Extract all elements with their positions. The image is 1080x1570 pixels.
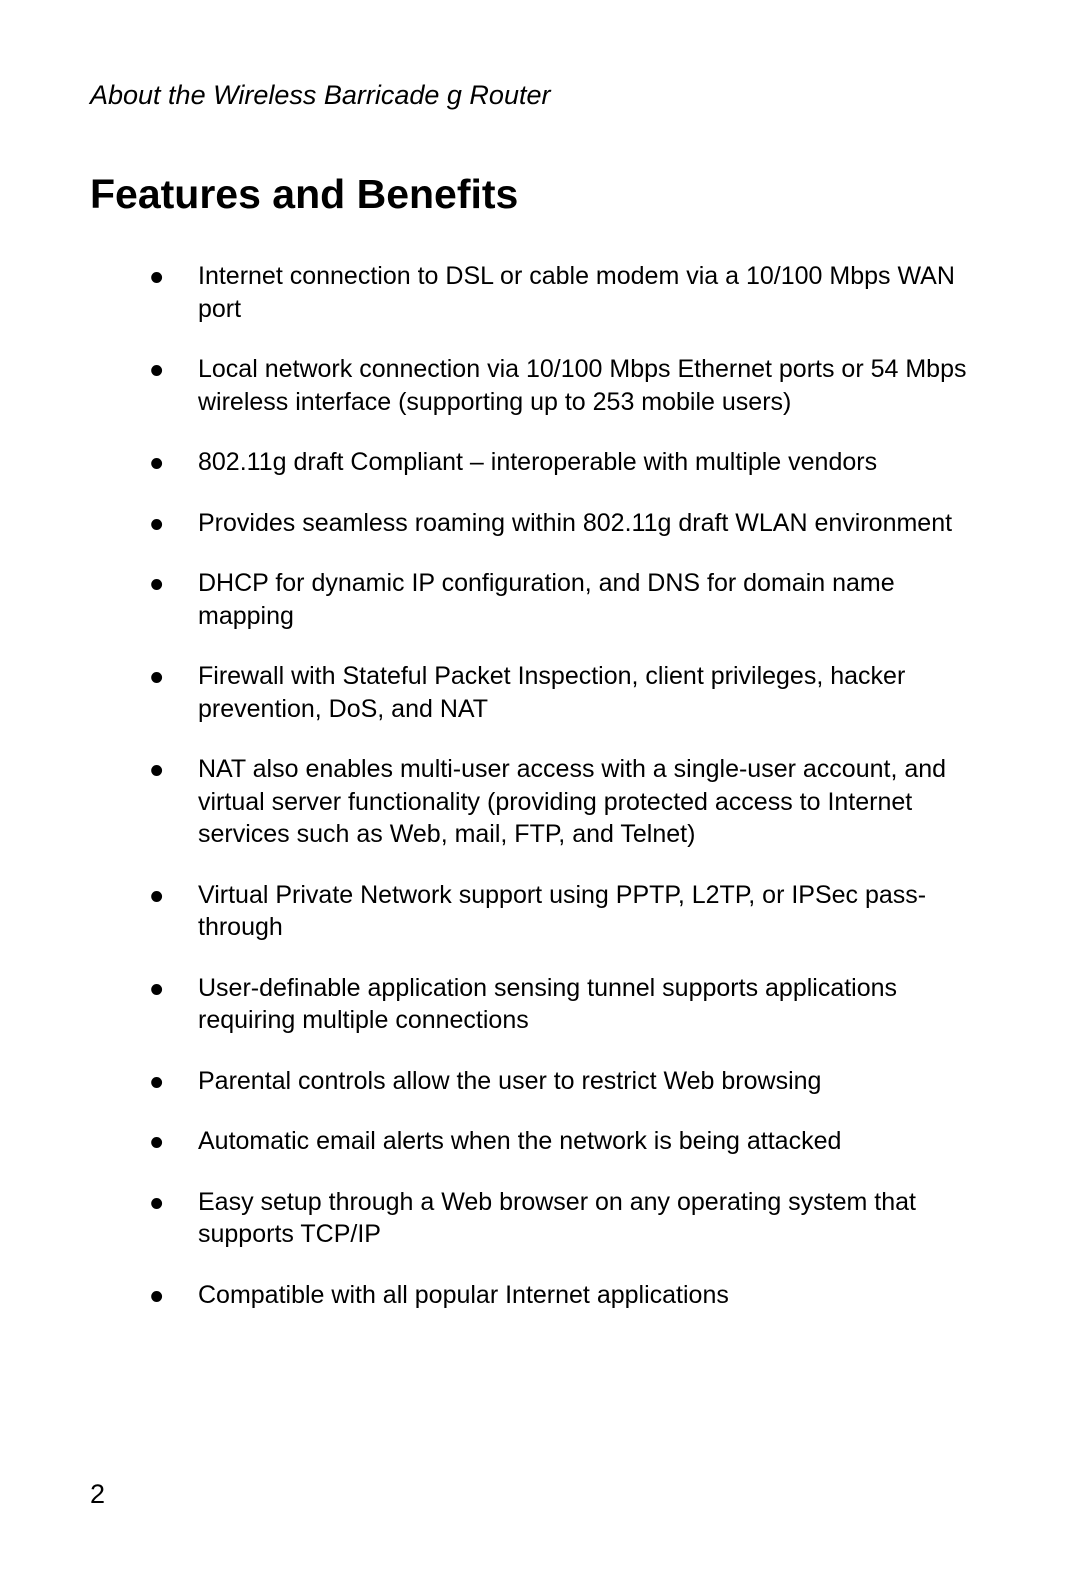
list-item: User-definable application sensing tunne… bbox=[150, 972, 990, 1037]
main-heading: Features and Benefits bbox=[90, 171, 990, 218]
list-item: Automatic email alerts when the network … bbox=[150, 1125, 990, 1158]
list-item: DHCP for dynamic IP configuration, and D… bbox=[150, 567, 990, 632]
list-item: Parental controls allow the user to rest… bbox=[150, 1065, 990, 1098]
feature-list: Internet connection to DSL or cable mode… bbox=[90, 260, 990, 1311]
list-item: NAT also enables multi-user access with … bbox=[150, 753, 990, 851]
list-item: Compatible with all popular Internet app… bbox=[150, 1279, 990, 1312]
list-item: Local network connection via 10/100 Mbps… bbox=[150, 353, 990, 418]
list-item: Easy setup through a Web browser on any … bbox=[150, 1186, 990, 1251]
list-item: Virtual Private Network support using PP… bbox=[150, 879, 990, 944]
page-header: About the Wireless Barricade g Router bbox=[90, 80, 990, 111]
list-item: Internet connection to DSL or cable mode… bbox=[150, 260, 990, 325]
list-item: 802.11g draft Compliant – interoperable … bbox=[150, 446, 990, 479]
list-item: Provides seamless roaming within 802.11g… bbox=[150, 507, 990, 540]
list-item: Firewall with Stateful Packet Inspection… bbox=[150, 660, 990, 725]
page-number: 2 bbox=[90, 1479, 105, 1510]
